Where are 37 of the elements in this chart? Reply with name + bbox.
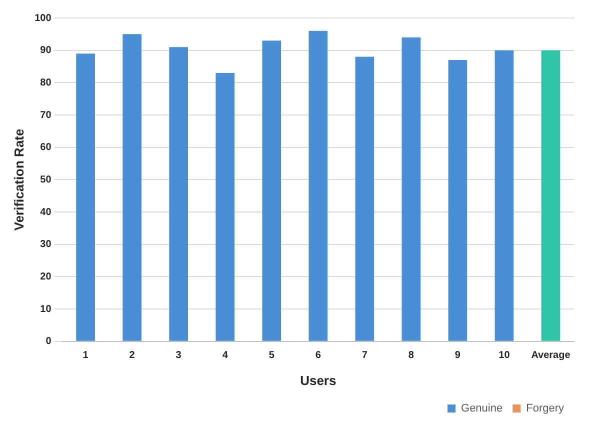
legend-label: Forgery xyxy=(526,402,564,415)
bar xyxy=(448,60,468,341)
bar xyxy=(541,50,560,341)
bar xyxy=(169,47,188,341)
x-tick-label: Average xyxy=(531,350,571,362)
bar xyxy=(494,50,514,341)
bar xyxy=(216,72,235,341)
x-tick-label: 7 xyxy=(362,350,368,362)
bar xyxy=(122,34,142,341)
y-tick-label: 50 xyxy=(40,174,52,186)
x-tick-label: 5 xyxy=(268,350,275,362)
x-tick-label: 9 xyxy=(454,350,461,362)
bar xyxy=(262,40,282,341)
y-tick-label: 70 xyxy=(40,110,52,121)
y-tick-label: 30 xyxy=(40,239,52,250)
bar xyxy=(402,37,421,341)
x-tick-label: 8 xyxy=(408,350,414,362)
y-tick-label: 20 xyxy=(40,271,52,282)
x-tick-label: 10 xyxy=(498,350,510,362)
bar xyxy=(355,56,374,341)
bar xyxy=(76,54,95,341)
legend-label: Genuine xyxy=(461,402,503,415)
y-tick-label: 80 xyxy=(40,77,52,88)
y-tick-label: 90 xyxy=(40,45,52,56)
x-tick-label: 6 xyxy=(315,350,322,362)
y-tick-label: 40 xyxy=(40,206,52,218)
y-tick-label: 100 xyxy=(34,12,52,24)
x-tick-label: 1 xyxy=(82,350,89,362)
y-tick-label: 0 xyxy=(46,336,52,348)
x-tick-label: 3 xyxy=(176,350,182,362)
x-tick-label: 4 xyxy=(222,350,228,362)
y-tick-label: 10 xyxy=(40,304,52,315)
x-tick-label: 2 xyxy=(129,350,136,362)
y-axis-title: Verification Rate xyxy=(11,128,26,231)
x-axis-title: Users xyxy=(300,372,336,388)
y-tick-label: 60 xyxy=(40,142,52,154)
bar xyxy=(308,30,328,341)
